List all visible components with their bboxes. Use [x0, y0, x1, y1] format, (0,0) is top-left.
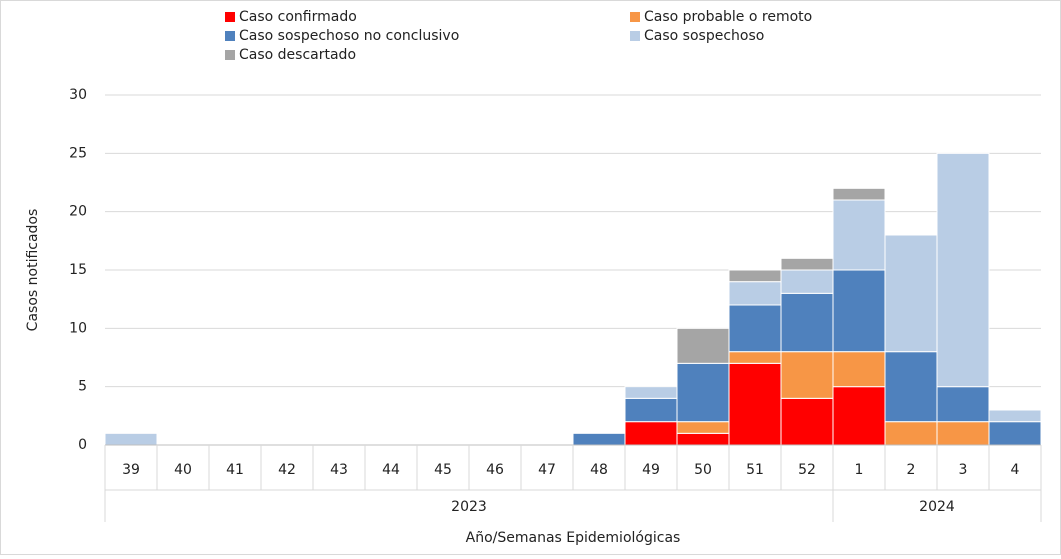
bar-segment — [728, 269, 782, 283]
bar-segment — [832, 351, 886, 388]
x-tick-label: 39 — [122, 462, 140, 478]
x-tick-label: 52 — [798, 462, 816, 478]
x-tick-label: 41 — [226, 462, 244, 478]
bar-segment — [832, 386, 886, 446]
legend-label: Caso confirmado — [239, 9, 357, 25]
bar-segment — [780, 397, 834, 446]
bar-segment — [728, 304, 782, 353]
bar-segment — [884, 234, 938, 353]
bar-segment — [884, 351, 938, 423]
x-tick-label: 42 — [278, 462, 296, 478]
bar-segment — [832, 187, 886, 201]
legend-label: Caso probable o remoto — [644, 9, 812, 25]
bar-segment — [988, 421, 1042, 446]
bar-segment — [676, 327, 730, 364]
bar-segment — [624, 421, 678, 446]
bar-segment — [884, 421, 938, 446]
x-tick-label: 3 — [959, 462, 968, 478]
bar-segment — [728, 281, 782, 306]
x-tick-label: 40 — [174, 462, 192, 478]
bar-segment — [988, 409, 1042, 423]
x-axis-title: Año/Semanas Epidemiológicas — [466, 530, 681, 546]
x-tick-label: 4 — [1011, 462, 1020, 478]
bar-segment — [728, 362, 782, 446]
x-tick-label: 47 — [538, 462, 556, 478]
bar-segment — [676, 362, 730, 423]
x-tick-label: 51 — [746, 462, 764, 478]
legend-swatch — [225, 50, 235, 60]
y-tick-label: 25 — [69, 145, 87, 161]
bar-segment — [104, 432, 158, 446]
bar-segment — [936, 386, 990, 423]
group-label: 2024 — [919, 499, 955, 515]
y-tick-label: 0 — [78, 437, 87, 453]
y-tick-label: 30 — [69, 87, 87, 103]
legend-swatch — [630, 31, 640, 41]
x-tick-label: 50 — [694, 462, 712, 478]
x-tick-label: 46 — [486, 462, 504, 478]
bar-segment — [624, 397, 678, 423]
y-tick-label: 15 — [69, 262, 87, 278]
bar-segment — [780, 292, 834, 353]
x-tick-label: 45 — [434, 462, 452, 478]
y-axis-title: Casos notificados — [25, 209, 41, 332]
bar-segment — [624, 386, 678, 399]
bar-segment — [572, 432, 626, 446]
legend-label: Caso sospechoso — [644, 28, 764, 44]
bar-segment — [936, 421, 990, 446]
legend-swatch — [225, 31, 235, 41]
legend-swatch — [225, 12, 235, 22]
x-tick-label: 43 — [330, 462, 348, 478]
x-tick-label: 49 — [642, 462, 660, 478]
bar-segment — [832, 199, 886, 271]
bar-segment — [676, 421, 730, 434]
x-tick-label: 48 — [590, 462, 608, 478]
bar-segment — [936, 152, 990, 388]
y-tick-label: 20 — [69, 204, 87, 220]
bar-segment — [780, 257, 834, 271]
x-tick-label: 1 — [855, 462, 864, 478]
bar-segment — [832, 269, 886, 353]
group-label: 2023 — [451, 499, 487, 515]
bar-segment — [728, 351, 782, 364]
legend-label: Caso sospechoso no conclusivo — [239, 28, 459, 44]
legend-swatch — [630, 12, 640, 22]
bar-segment — [780, 269, 834, 294]
y-tick-label: 10 — [69, 320, 87, 336]
bar-segment — [780, 351, 834, 399]
x-tick-label: 44 — [382, 462, 400, 478]
legend-label: Caso descartado — [239, 47, 356, 63]
y-tick-label: 5 — [78, 379, 87, 395]
bar-segment — [676, 432, 730, 446]
x-tick-label: 2 — [907, 462, 916, 478]
